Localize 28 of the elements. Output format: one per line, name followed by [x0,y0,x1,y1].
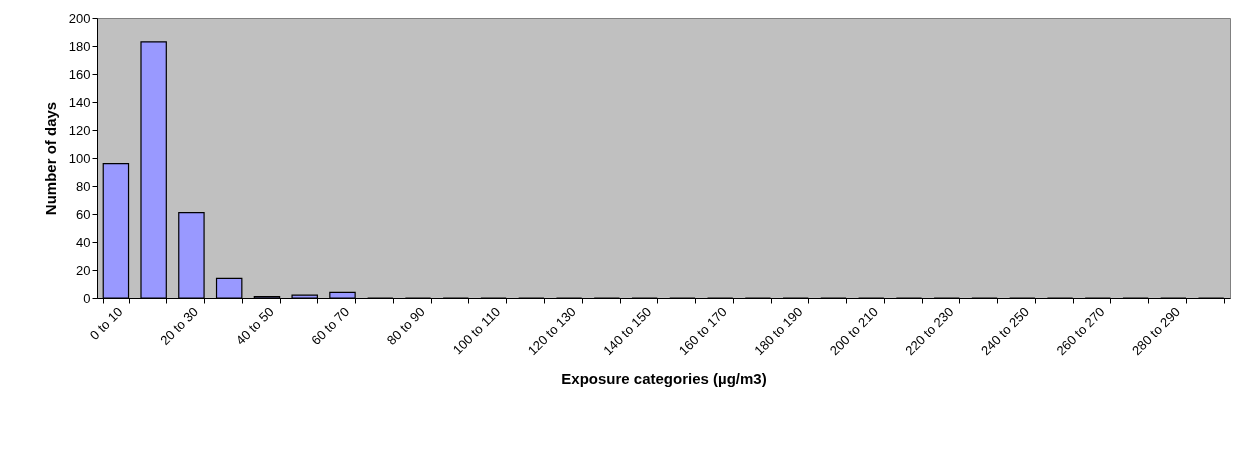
x-tick-label: 260 to 270 [1053,304,1108,359]
x-tick-label: 100 to 110 [449,304,504,358]
x-tick-label: 140 to 150 [600,304,655,359]
y-tick-label: 120 [68,122,91,138]
x-tick-label: 280 to 290 [1128,304,1184,359]
y-tick-label: 80 [76,178,91,194]
x-tick-label: 220 to 230 [902,304,957,359]
x-tick-label: 60 to 70 [308,304,353,348]
y-tick-label: 200 [68,10,91,26]
x-tick-label: 200 to 210 [826,304,881,359]
x-tick-label: 160 to 170 [675,304,730,359]
x-tick-label: 240 to 250 [977,304,1032,359]
y-tick-label: 0 [83,290,91,306]
y-tick-label: 100 [68,150,91,166]
x-tick-label: 0 to 10 [86,304,126,343]
y-tick-label: 20 [76,262,91,278]
y-tick-label: 40 [76,234,91,250]
x-tick-label: 20 to 30 [157,304,202,348]
x-tick-label: 180 to 190 [751,304,806,359]
y-axis-title: Number of days [41,101,59,216]
x-tick-label: 80 to 90 [383,304,428,348]
x-tick-label: 40 to 50 [232,304,277,348]
y-tick-label: 160 [68,66,91,82]
x-axis-title: Exposure categories (µg/m3) [561,370,767,388]
y-tick-label: 140 [68,94,91,110]
y-tick-label: 60 [76,206,91,222]
x-tick-label: 120 to 130 [524,304,579,359]
y-tick-label: 180 [68,38,91,54]
